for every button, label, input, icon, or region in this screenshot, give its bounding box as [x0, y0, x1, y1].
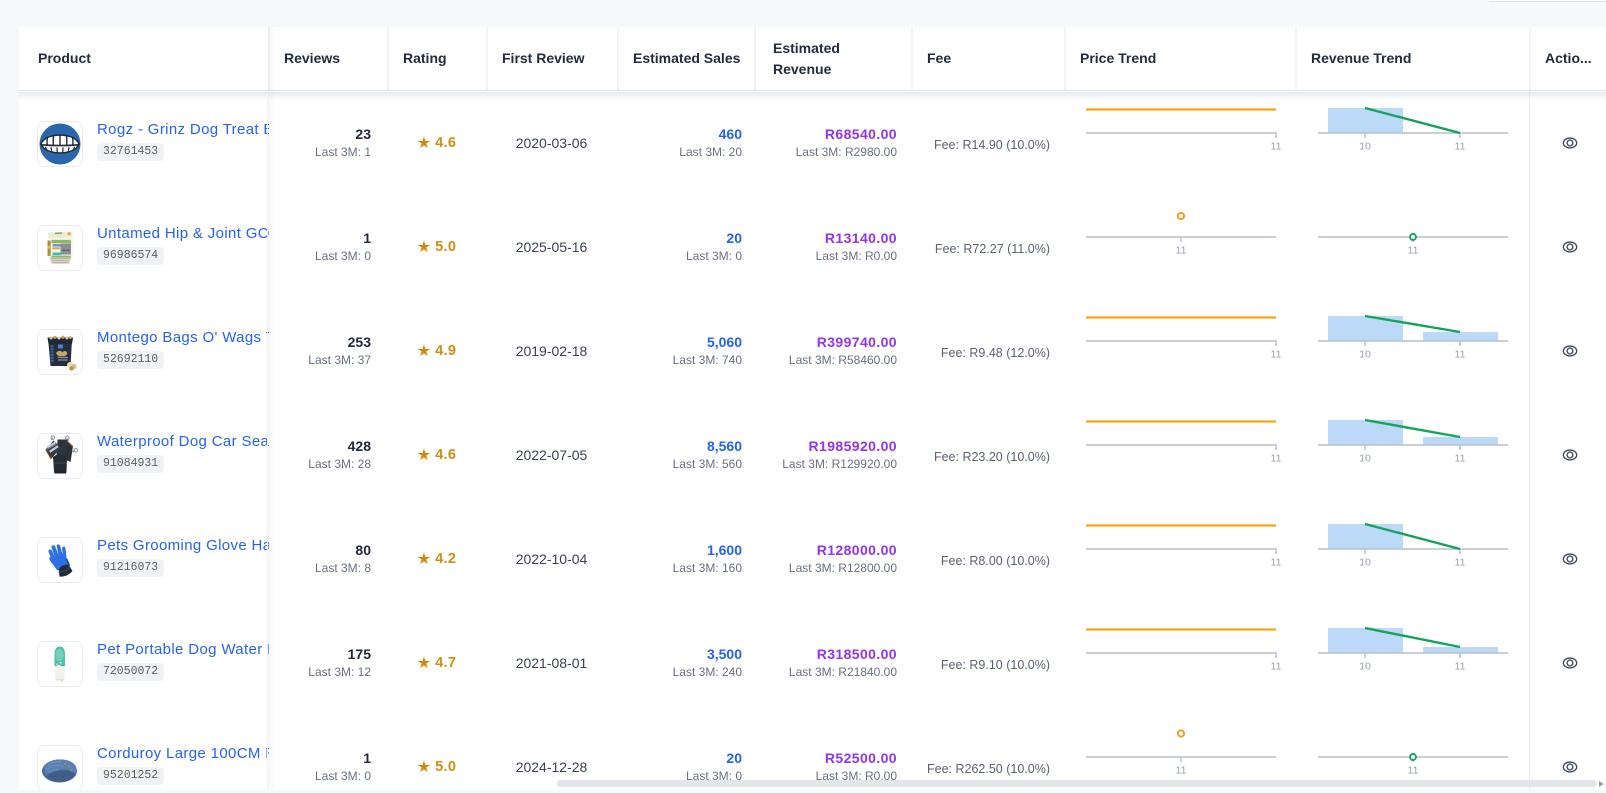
svg-text:10: 10: [1359, 349, 1371, 361]
svg-text:11: 11: [1455, 557, 1466, 569]
svg-text:11: 11: [1271, 349, 1282, 361]
svg-text:11: 11: [1271, 557, 1282, 569]
svg-text:10: 10: [1359, 661, 1371, 673]
svg-text:11: 11: [1455, 453, 1466, 465]
svg-text:11: 11: [1455, 661, 1466, 673]
svg-text:11: 11: [1271, 141, 1282, 153]
svg-text:11: 11: [1408, 765, 1419, 777]
svg-text:11: 11: [1408, 245, 1419, 257]
svg-text:11: 11: [1176, 245, 1187, 257]
svg-text:10: 10: [1359, 453, 1371, 465]
svg-text:10: 10: [1359, 557, 1371, 569]
svg-text:11: 11: [1455, 141, 1466, 153]
svg-text:10: 10: [1359, 141, 1371, 153]
svg-text:11: 11: [1271, 661, 1282, 673]
svg-text:11: 11: [1455, 349, 1466, 361]
svg-text:11: 11: [1176, 765, 1187, 777]
svg-text:11: 11: [1271, 453, 1282, 465]
